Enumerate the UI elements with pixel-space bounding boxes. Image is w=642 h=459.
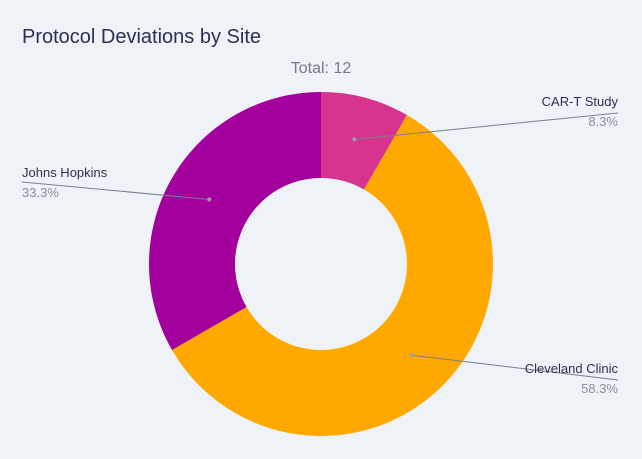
chart-title: Protocol Deviations by Site — [22, 26, 261, 48]
slice-car-t-study[interactable] — [321, 92, 407, 190]
slice-percent-johns-hopkins: 33.3% — [22, 185, 59, 200]
slice-label-cleveland-clinic: Cleveland Clinic — [525, 361, 619, 376]
leader-dot-cleveland-clinic — [410, 353, 415, 358]
slice-label-johns-hopkins: Johns Hopkins — [22, 165, 108, 180]
leader-line-car-t-study — [354, 112, 619, 140]
slice-label-car-t-study: CAR-T Study — [542, 94, 619, 109]
leader-line-cleveland-clinic — [412, 354, 619, 381]
slice-percent-cleveland-clinic: 58.3% — [581, 381, 618, 396]
labels-group: CAR-T Study 8.3% Cleveland Clinic 58.3% John… — [21, 94, 619, 396]
leader-line-johns-hopkins — [21, 181, 210, 200]
slice-percent-car-t-study: 8.3% — [588, 114, 618, 129]
slice-johns-hopkins[interactable] — [149, 92, 321, 350]
leader-dot-johns-hopkins — [207, 197, 212, 202]
leader-dot-car-t-study — [352, 137, 357, 142]
chart-subtitle: Total: 12 — [291, 60, 352, 77]
